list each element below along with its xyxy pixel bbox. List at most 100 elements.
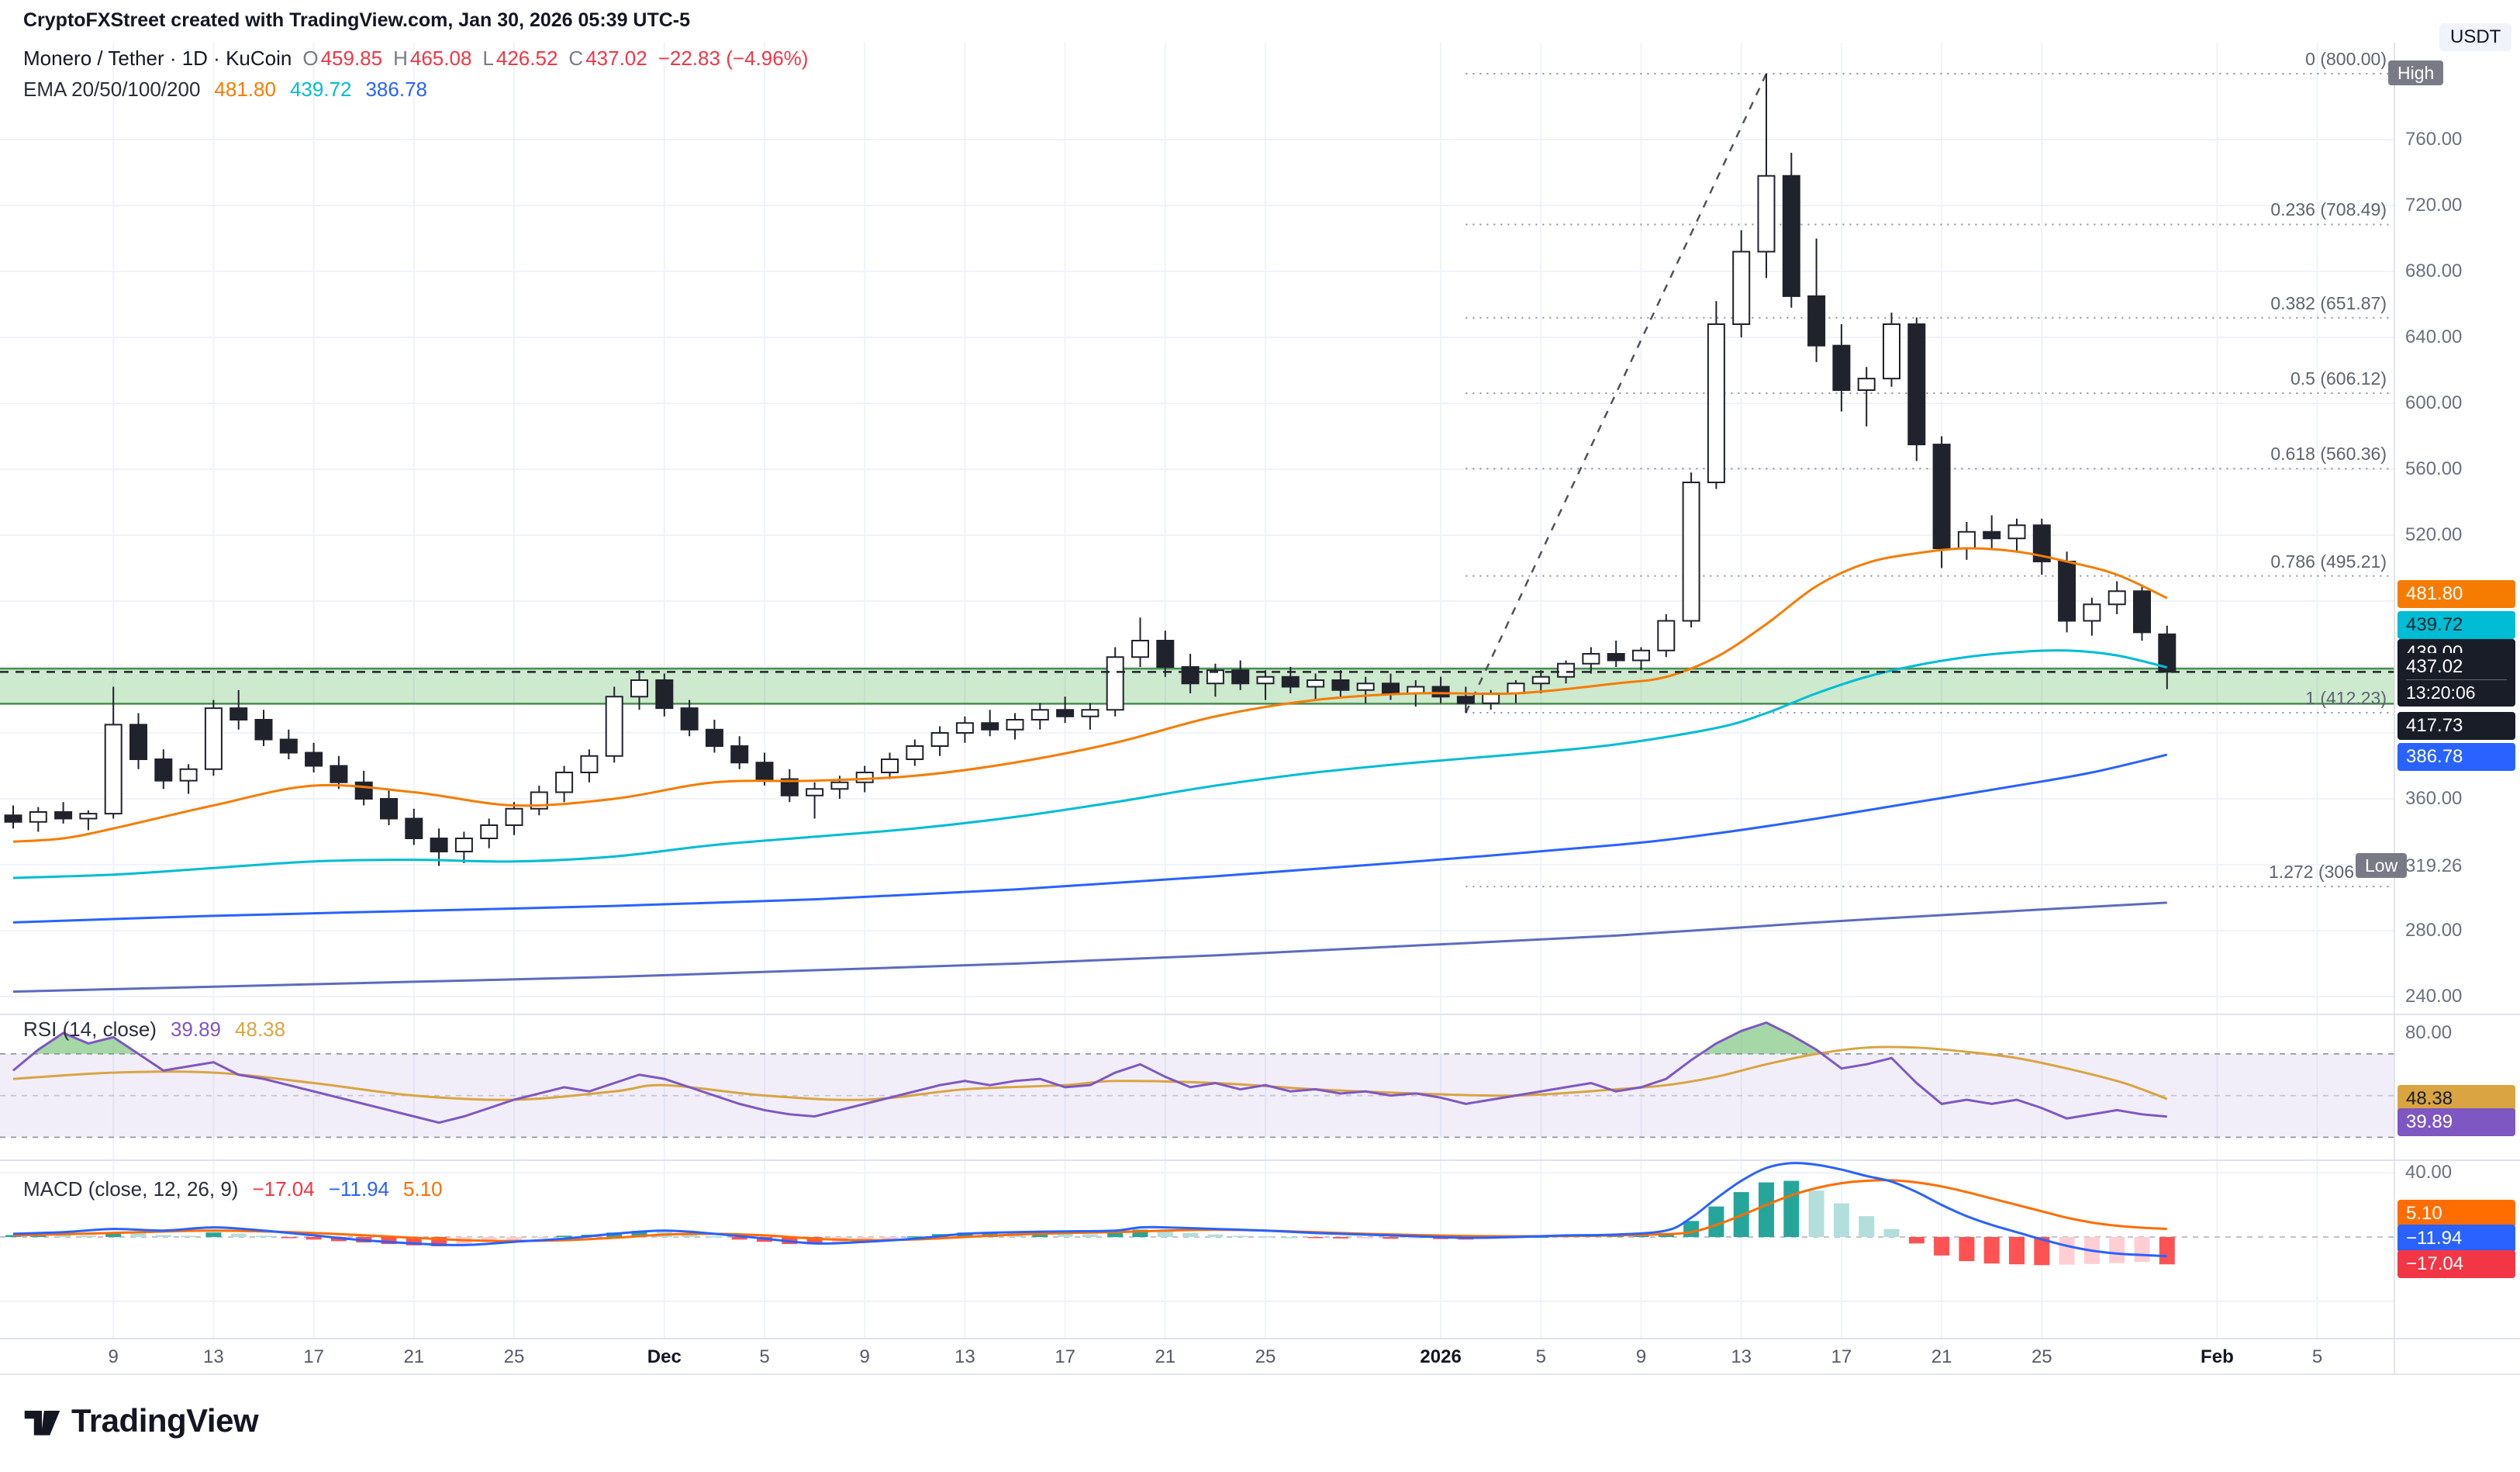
tradingview-logo-text: TradingView [71, 1402, 259, 1439]
ema-20-line [12, 547, 2168, 843]
candle [405, 808, 423, 845]
candle [981, 710, 999, 737]
candle [1582, 647, 1600, 674]
time-axis-label: 5 [1535, 1346, 1546, 1367]
candle [230, 689, 248, 730]
candle [2007, 518, 2026, 552]
macd-histogram-bar [806, 1237, 823, 1245]
macd-histogram-bar [2134, 1237, 2150, 1263]
macd-histogram-bar [1683, 1221, 1700, 1237]
price-axis-label: 680.00 [2405, 261, 2463, 282]
macd-histogram-bar [731, 1237, 747, 1240]
candle [680, 700, 699, 737]
macd-histogram-bar [1107, 1232, 1124, 1237]
macd-histogram-bar [1282, 1237, 1299, 1239]
candle [129, 713, 147, 769]
ohlc-key: L [482, 47, 494, 70]
tradingview-logo[interactable]: TradingView [22, 1401, 259, 1441]
time-axis-label: Feb [2201, 1346, 2234, 1367]
ohlc-key: O [302, 47, 319, 70]
candle [1782, 153, 1800, 308]
candle [1131, 617, 1149, 667]
candle [1156, 631, 1175, 677]
macd-histogram-bar [1859, 1216, 1875, 1237]
macd-histogram-bar [256, 1235, 271, 1237]
candle [1006, 713, 1024, 740]
macd-histogram-bar [1833, 1203, 1849, 1237]
macd-histogram-bar [406, 1237, 422, 1246]
high-mark-badge: High [2388, 60, 2444, 85]
macd-histogram-bar [1883, 1228, 1900, 1237]
candle [1857, 367, 1876, 427]
price-axis-label: 80.00 [2405, 1022, 2453, 1043]
time-axis-label: 25 [503, 1346, 525, 1367]
fib-level-label: 0.618 (560.36) [2270, 444, 2387, 465]
macd-histogram-bar [80, 1235, 96, 1237]
candle [1507, 680, 1525, 703]
fib-level-label: 0.382 (651.87) [2270, 292, 2387, 313]
macd-histogram-bar [1207, 1234, 1224, 1237]
macd-histogram-bar [1082, 1234, 1098, 1237]
rsi-panel [0, 1021, 2394, 1139]
macd-histogram-bar [1232, 1235, 1248, 1237]
ema-legend-label: EMA 20/50/100/200 [23, 78, 201, 101]
rsi-legend-value: 48.38 [235, 1018, 286, 1041]
candle [330, 755, 348, 790]
macd-histogram-bar [5, 1235, 21, 1237]
candle [1331, 670, 1350, 697]
candle [480, 818, 499, 848]
candle [1056, 696, 1075, 724]
candle [1932, 436, 1951, 568]
macd-histogram-bar [2159, 1237, 2175, 1265]
macd-histogram-bar [1258, 1236, 1273, 1238]
candle [1907, 317, 1926, 461]
macd-histogram-bar [1182, 1232, 1199, 1237]
macd-histogram-bar [1132, 1229, 1148, 1237]
price-axis-badge: 481.80 [2397, 580, 2515, 608]
price-axis-badge: 439.72 [2397, 611, 2515, 639]
rsi-legend-label: RSI (14, close) [23, 1018, 157, 1041]
low-mark-badge: Low [2356, 853, 2408, 878]
macd-histogram-bar [381, 1237, 397, 1245]
candle [1456, 686, 1475, 714]
candle [806, 782, 824, 819]
price-axis-badge: 437.02 13:20:06 [2397, 653, 2515, 707]
candle [1707, 301, 1725, 489]
fib-level-label: 0 (800.00) [2305, 49, 2387, 69]
candle [730, 736, 749, 769]
macd-histogram-bar [55, 1235, 71, 1237]
ema-200-line [12, 901, 2167, 993]
price-axis-label: 280.00 [2405, 920, 2463, 941]
ohlc-key: H [393, 47, 408, 70]
candle [380, 789, 398, 825]
candle [2133, 584, 2151, 641]
time-axis-label: 21 [1931, 1346, 1952, 1367]
macd-histogram-bar [531, 1237, 547, 1239]
candle [955, 716, 974, 743]
candle [2158, 625, 2177, 689]
macd-histogram-bar [882, 1237, 898, 1239]
candle [1106, 647, 1124, 717]
time-axis-label: 21 [403, 1346, 425, 1367]
macd-histogram-bar [1908, 1237, 1925, 1244]
time-axis-label: 9 [1635, 1346, 1647, 1367]
macd-histogram-bar [105, 1232, 122, 1237]
symbol-legend: Monero / Tether · 1D · KuCoin O 459.85 H 465… [23, 47, 808, 71]
candle [1307, 673, 1325, 700]
candle [179, 764, 198, 794]
price-axis-badge: 417.73 [2397, 712, 2515, 740]
ema-100-line [12, 753, 2168, 924]
macd-histogram-bar [2109, 1237, 2125, 1263]
candle [305, 742, 323, 772]
time-axis-label: 5 [2311, 1346, 2323, 1367]
time-axis-label: 17 [1055, 1346, 1075, 1367]
candle [1632, 647, 1650, 671]
ema-legend-value: 439.72 [289, 78, 352, 101]
candle [2083, 597, 2101, 636]
candle [254, 710, 273, 746]
time-axis-label: 21 [1155, 1346, 1176, 1367]
price-axis-label: 40.00 [2405, 1162, 2453, 1183]
candle [1531, 670, 1550, 693]
macd-histogram-bar [506, 1237, 522, 1240]
